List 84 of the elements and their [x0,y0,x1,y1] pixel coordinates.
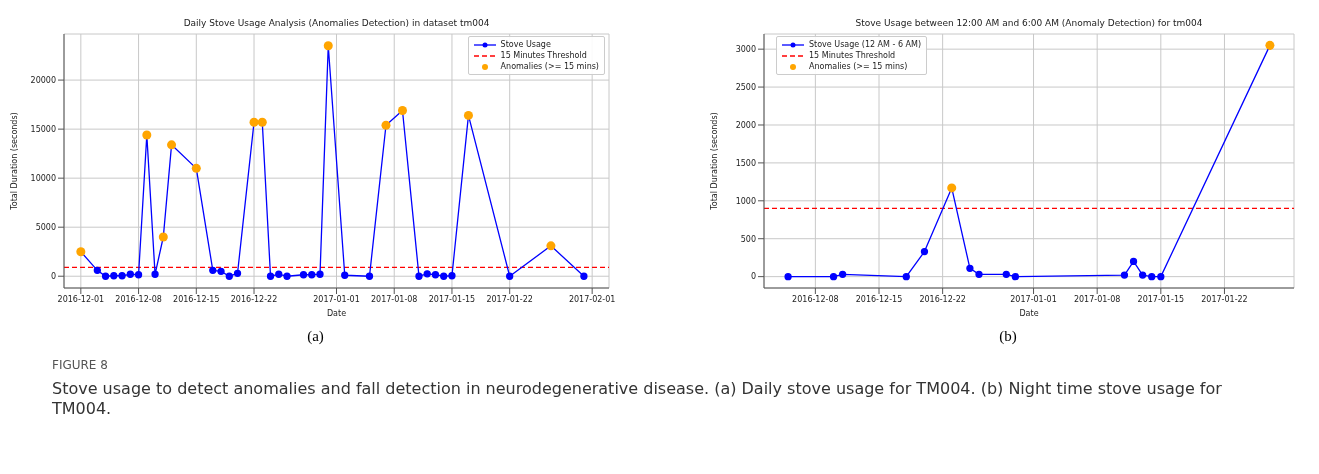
x-tick-label: 2016-12-08 [792,294,839,304]
y-tick-label: 0 [750,272,756,282]
point [118,272,126,280]
point [275,270,283,278]
legend-label: Stove Usage (12 AM - 6 AM) [809,39,922,50]
y-tick-label: 2000 [735,120,756,130]
y-tick-label: 1500 [735,158,756,168]
point [110,272,118,280]
point [431,271,440,279]
y-tick-label: 15000 [30,124,56,134]
text: (a) [306,328,325,345]
x-tick-label: 2016-12-01 [57,294,105,304]
legend-label: Anomalies (>= 15 mins) [809,61,908,72]
y-tick-label: 10000 [30,174,56,183]
chart-title: Stove Usage between 12:00 AM and 6:00 AM (Anomaly Detection) for tm004 [855,18,1203,28]
x-tick-label: 2017-01-15 [1137,294,1185,304]
y-tick-label: 3000 [735,45,756,54]
x-tick-label: 2017-01-08 [1073,294,1121,304]
legend-label: Anomalies (>= 15 mins) [500,61,599,72]
x-tick-label: 2017-01-08 [370,294,418,304]
text: Stove usage to detect anomalies and fall detection in neurodegenerative disease. (a) Daily stove usage for TM004. (b) Night time stove usage for TM004. [52,379,1223,419]
point [1011,272,1020,281]
chart-title: Daily Stove Usage Analysis (Anomalies Detection) in dataset tm004 [183,18,490,28]
point [829,272,838,281]
point [308,271,316,279]
x-tick-label: 2017-01-15 [428,294,476,304]
x-tick-label: 2016-12-15 [855,294,903,304]
x-axis-title: Date [1019,309,1039,318]
point [93,266,101,274]
y-tick-label: 20000 [30,75,56,85]
point [217,267,225,275]
y-tick-label: 2500 [735,82,756,92]
x-tick-label: 2016-12-08 [115,294,162,304]
point [341,271,349,279]
point [966,264,974,272]
point [975,270,983,278]
legend-label: 15 Minutes Threshold [500,50,587,61]
x-tick-label: 2016-12-22 [919,294,966,304]
point [233,269,242,277]
x-tick-label: 2017-01-22 [1201,294,1248,304]
x-tick-label: 2016-12-22 [230,294,278,304]
point [423,270,431,278]
y-axis-title: Total Duration (seconds) [9,112,19,211]
y-tick-label: 1000 [735,196,756,206]
point [266,272,275,280]
point [225,272,233,280]
y-tick-label: 500 [740,234,756,244]
point [506,272,514,280]
x-tick-label: 2017-01-01 [313,294,360,304]
point [1157,272,1165,281]
point [784,272,792,281]
point [448,272,456,280]
point [101,272,110,280]
point [126,270,134,278]
point [209,266,217,274]
caption: FIGURE 8 [52,357,109,374]
point [838,270,847,278]
point [151,270,159,278]
point [902,272,910,281]
x-tick-label: 2017-01-22 [486,294,533,304]
point [415,272,423,280]
legend-label: Stove Usage [500,39,551,50]
legend-label: 15 Minutes Threshold [809,50,896,61]
point [365,272,374,280]
point [1002,270,1010,278]
point [316,270,324,278]
point [580,272,588,280]
point [134,271,143,279]
point [920,247,929,256]
x-axis-title: Date [326,309,347,318]
y-axis-title: Total Duration (seconds) [709,112,719,211]
x-tick-label: 2017-01-01 [1010,294,1057,304]
x-tick-label: 2017-02-01 [568,294,616,304]
point [1138,271,1147,279]
point [299,271,308,279]
point [1129,257,1138,266]
x-tick-label: 2016-12-15 [173,294,220,304]
point [440,272,448,280]
y-tick-label: 5000 [35,223,56,233]
point [1120,271,1129,279]
y-tick-label: 0 [50,272,56,282]
point [1148,272,1156,281]
point [283,272,291,280]
text: (b) [998,328,1018,345]
